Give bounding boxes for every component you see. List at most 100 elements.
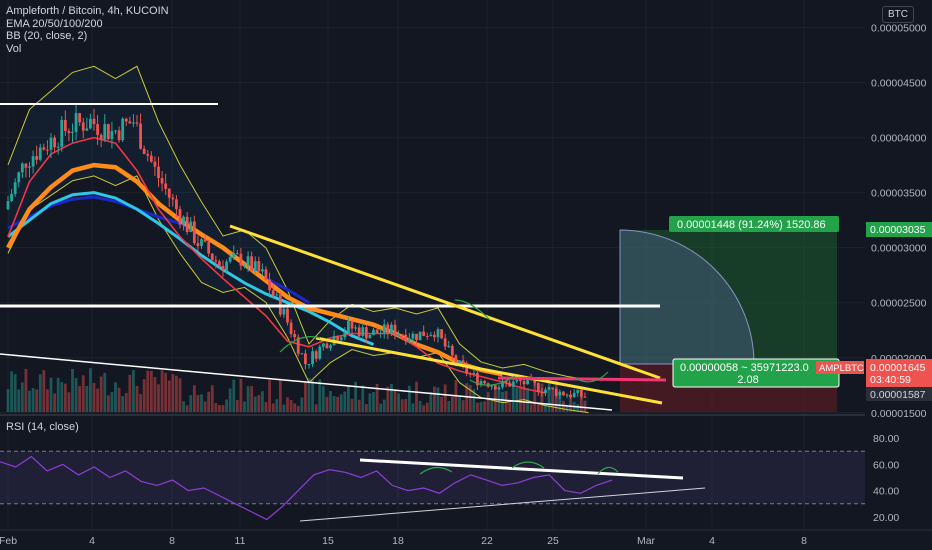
- volume-bar: [31, 388, 35, 412]
- candle-body: [103, 124, 107, 140]
- volume-bar: [275, 399, 279, 412]
- candle-body: [31, 156, 35, 167]
- volume-bar: [232, 379, 236, 412]
- candle-body: [296, 337, 300, 354]
- candle-body: [264, 269, 268, 280]
- volume-bar: [314, 404, 318, 412]
- volume-bar: [422, 405, 426, 412]
- candle-body: [257, 261, 261, 272]
- candle-body: [139, 123, 142, 149]
- candle-body: [10, 193, 13, 202]
- volume-bar: [529, 404, 533, 412]
- candle-body: [142, 148, 146, 154]
- candle-body: [243, 265, 246, 267]
- volume-bar: [407, 385, 411, 412]
- volume-bar: [565, 405, 569, 412]
- candle-body: [167, 188, 171, 198]
- candle-body: [483, 381, 486, 384]
- volume-bar: [354, 381, 357, 412]
- volume-bar: [479, 401, 483, 412]
- candle-body: [253, 261, 257, 272]
- bb-legend[interactable]: BB (20, close, 2): [6, 30, 88, 42]
- candle-body: [239, 253, 243, 266]
- price-axis[interactable]: 0.00005000 0.00004500 0.00004000 0.00003500…: [865, 0, 932, 550]
- volume-bar: [343, 391, 347, 412]
- volume-bar: [447, 401, 451, 412]
- bb-lower: [7, 175, 589, 414]
- candle-body: [508, 382, 512, 387]
- candle-body: [504, 380, 508, 383]
- volume-bar: [225, 399, 228, 412]
- candle-body: [547, 387, 551, 390]
- arc-1: [279, 336, 321, 353]
- volume-bar: [321, 386, 325, 412]
- volume-bar: [89, 368, 92, 412]
- lower-wedge-line[interactable]: [315, 336, 663, 405]
- candle-body: [390, 324, 393, 334]
- rsi-resistance-line[interactable]: [359, 458, 684, 480]
- volume-bar: [486, 392, 490, 412]
- candle-body: [511, 381, 515, 387]
- volume-bar: [99, 376, 103, 412]
- candle-body: [562, 391, 565, 396]
- time-axis[interactable]: Feb 4 8 11 15 18 22 25 Mar 4 8: [0, 529, 932, 550]
- long-position-tool[interactable]: 0.00001448 (91.24%) 1520.86 0.00000058 ~…: [619, 216, 840, 412]
- rsi-tick: 60.00: [873, 459, 899, 471]
- upper-wedge-line[interactable]: [229, 224, 661, 380]
- vol-legend[interactable]: Vol: [6, 42, 22, 55]
- volume-bar: [304, 381, 307, 412]
- volume-bar: [497, 389, 501, 412]
- volume-bar: [42, 370, 46, 412]
- risk-label-line2: 2.08: [737, 374, 758, 386]
- candle-body: [53, 137, 56, 148]
- volume-bar: [336, 396, 340, 412]
- volume-bar: [536, 402, 540, 412]
- volume-bar: [106, 395, 110, 412]
- volume-bar: [38, 374, 42, 412]
- volume-bar: [286, 397, 289, 412]
- price-tick: 0.00001500: [871, 408, 927, 420]
- profit-label: 0.00001448 (91.24%) 1520.86: [677, 219, 826, 231]
- rsi-band: [0, 451, 865, 504]
- candle-body: [114, 130, 117, 132]
- lower-trendline[interactable]: [0, 353, 613, 411]
- price-tick: 0.00002500: [871, 298, 927, 310]
- candle-body: [117, 130, 121, 141]
- candle-body: [558, 391, 562, 396]
- arc-4: [574, 371, 609, 383]
- volume-bar: [458, 397, 461, 412]
- volume-bar: [372, 392, 375, 412]
- candle-body: [450, 345, 454, 356]
- drawings[interactable]: [0, 103, 667, 411]
- rsi-support-line[interactable]: [299, 487, 706, 522]
- volume-bar: [350, 398, 354, 412]
- time-tick: 8: [801, 535, 807, 547]
- price-tick: 0.00003500: [871, 188, 927, 200]
- candle-body: [569, 394, 572, 398]
- candle-body: [311, 351, 314, 364]
- pink-support-line[interactable]: [497, 376, 667, 382]
- ema-legend[interactable]: EMA 20/50/100/200: [6, 17, 103, 30]
- candle-body: [121, 118, 125, 141]
- candle-body: [533, 379, 537, 384]
- volume-bar: [515, 387, 519, 412]
- candle-body: [192, 221, 196, 244]
- candle-body: [307, 363, 311, 365]
- volume-bar: [200, 394, 203, 412]
- candle-body: [418, 331, 422, 341]
- fib-arc: [619, 229, 755, 365]
- volume-bar: [339, 394, 343, 412]
- candle-body: [189, 221, 193, 233]
- volume-bar: [121, 395, 125, 412]
- time-tick: 4: [709, 535, 715, 547]
- volume-bar: [418, 400, 422, 412]
- candle-body: [515, 380, 519, 382]
- volume-bar: [207, 391, 211, 412]
- candle-body: [519, 380, 522, 382]
- volume-bar: [157, 384, 160, 412]
- rsi-legend[interactable]: RSI (14, close): [6, 421, 79, 433]
- symbol-title[interactable]: Ampleforth / Bitcoin, 4h, KUCOIN: [6, 5, 169, 17]
- currency-button[interactable]: BTC: [882, 6, 914, 23]
- candle-body: [175, 199, 178, 210]
